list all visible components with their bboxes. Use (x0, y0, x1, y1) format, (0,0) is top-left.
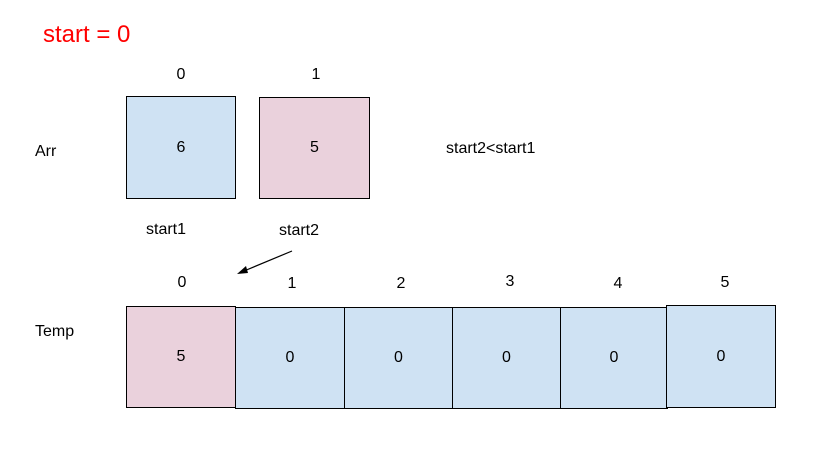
arr-index-0: 0 (176, 66, 186, 83)
pointer-start1: start1 (146, 221, 187, 238)
condition-text: start2<start1 (446, 140, 536, 157)
temp-index-0: 0 (177, 274, 187, 291)
arr-label: Arr (35, 143, 57, 160)
temp-cell-0: 5 (126, 306, 236, 408)
temp-cell-5: 0 (666, 305, 776, 408)
temp-index-3: 3 (505, 273, 515, 290)
temp-index-1: 1 (287, 275, 297, 292)
temp-cell-4: 0 (560, 307, 668, 409)
temp-cell-2: 0 (344, 307, 453, 409)
temp-index-5: 5 (720, 274, 730, 291)
temp-cell-3: 0 (452, 307, 561, 409)
temp-cell-1: 0 (235, 307, 345, 409)
title-start-equals: start = 0 (43, 21, 131, 48)
temp-index-4: 4 (613, 275, 623, 292)
temp-label: Temp (35, 323, 75, 340)
arr-cell-1: 5 (259, 97, 370, 199)
temp-index-2: 2 (396, 275, 406, 292)
arr-cell-0: 6 (126, 96, 236, 199)
arr-index-1: 1 (311, 66, 321, 83)
pointer-start2: start2 (279, 222, 320, 239)
